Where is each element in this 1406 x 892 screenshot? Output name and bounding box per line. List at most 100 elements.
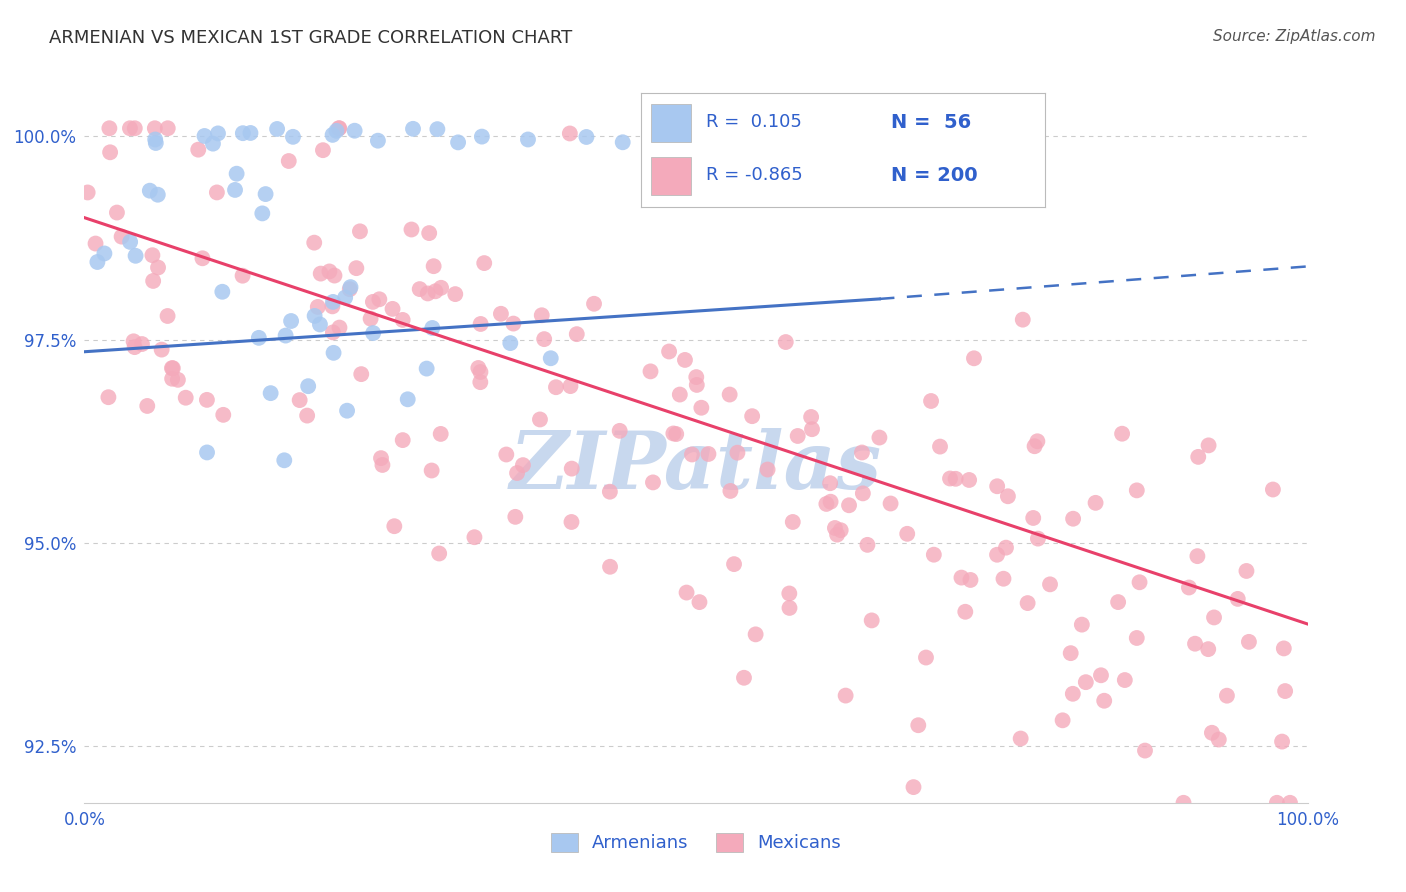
Point xyxy=(599,559,621,574)
Point xyxy=(800,409,823,424)
Point xyxy=(1010,731,1032,746)
Point xyxy=(211,285,233,299)
Point xyxy=(1133,743,1156,757)
Point xyxy=(307,300,329,314)
Text: ARMENIAN VS MEXICAN 1ST GRADE CORRELATION CHART: ARMENIAN VS MEXICAN 1ST GRADE CORRELATIO… xyxy=(49,29,572,46)
Point xyxy=(207,127,229,141)
Point xyxy=(1271,734,1294,748)
Point xyxy=(834,133,856,147)
Point xyxy=(322,128,344,142)
Point xyxy=(381,301,404,316)
Point xyxy=(323,268,346,283)
Point xyxy=(1062,512,1084,526)
Point xyxy=(658,344,681,359)
Point xyxy=(718,387,741,401)
Point xyxy=(1198,438,1220,452)
Point xyxy=(195,445,218,459)
Point xyxy=(786,429,808,443)
Point xyxy=(232,126,254,140)
Point xyxy=(1216,689,1239,703)
Point xyxy=(903,780,925,794)
Point xyxy=(838,498,860,512)
Point xyxy=(675,585,697,599)
Point xyxy=(162,361,184,376)
Point xyxy=(239,126,262,140)
Point xyxy=(160,361,183,376)
Point xyxy=(609,424,631,438)
Point xyxy=(1024,439,1046,453)
Point xyxy=(156,309,179,323)
Point xyxy=(502,317,524,331)
Point xyxy=(97,390,120,404)
Point xyxy=(273,453,295,467)
Point xyxy=(124,249,146,263)
Point xyxy=(93,246,115,260)
Point xyxy=(309,318,332,332)
Point xyxy=(1090,668,1112,682)
Point xyxy=(201,136,224,151)
Point xyxy=(1197,642,1219,657)
Point xyxy=(429,426,451,441)
Point xyxy=(673,353,696,368)
Point xyxy=(344,261,367,276)
Point xyxy=(391,433,413,447)
Point xyxy=(98,145,121,160)
Point xyxy=(1107,595,1129,609)
Point xyxy=(76,186,98,200)
Point xyxy=(321,299,343,313)
Point xyxy=(489,307,512,321)
Point xyxy=(499,336,522,351)
Point xyxy=(1208,732,1230,747)
Point xyxy=(302,235,325,250)
Point xyxy=(897,132,920,146)
Point xyxy=(328,121,350,136)
Point xyxy=(142,274,165,288)
Point xyxy=(879,496,901,510)
Point xyxy=(640,364,662,378)
Point xyxy=(416,286,439,301)
Point xyxy=(824,521,846,535)
Point xyxy=(98,121,121,136)
Point xyxy=(277,154,299,169)
Point xyxy=(1084,496,1107,510)
Point xyxy=(143,132,166,146)
Point xyxy=(426,122,449,136)
Point xyxy=(141,248,163,262)
Point xyxy=(146,187,169,202)
Point xyxy=(517,132,540,146)
Point xyxy=(756,462,779,476)
Point xyxy=(297,379,319,393)
Point xyxy=(1011,312,1033,326)
Point xyxy=(427,547,450,561)
Point xyxy=(955,605,977,619)
Point xyxy=(191,252,214,266)
Point xyxy=(685,370,707,384)
Point xyxy=(512,458,534,472)
Point xyxy=(599,484,621,499)
Point xyxy=(783,132,806,146)
Point xyxy=(495,448,517,462)
Point xyxy=(1060,646,1083,660)
Point xyxy=(669,387,692,401)
Point xyxy=(920,394,942,409)
Point xyxy=(1026,434,1049,449)
Point xyxy=(1187,549,1209,563)
Point xyxy=(247,331,270,345)
Point xyxy=(1236,564,1258,578)
Point xyxy=(868,431,890,445)
Point xyxy=(463,530,485,544)
Point xyxy=(470,317,492,331)
Point xyxy=(662,426,685,441)
Point xyxy=(150,343,173,357)
Point xyxy=(420,321,443,335)
Point xyxy=(139,184,162,198)
Point xyxy=(830,523,852,537)
Point xyxy=(533,332,555,346)
Point xyxy=(470,375,492,389)
Point xyxy=(565,327,588,342)
Point xyxy=(690,401,713,415)
Point xyxy=(641,475,664,490)
Point xyxy=(160,372,183,386)
Point xyxy=(361,294,384,309)
Point xyxy=(370,451,392,466)
